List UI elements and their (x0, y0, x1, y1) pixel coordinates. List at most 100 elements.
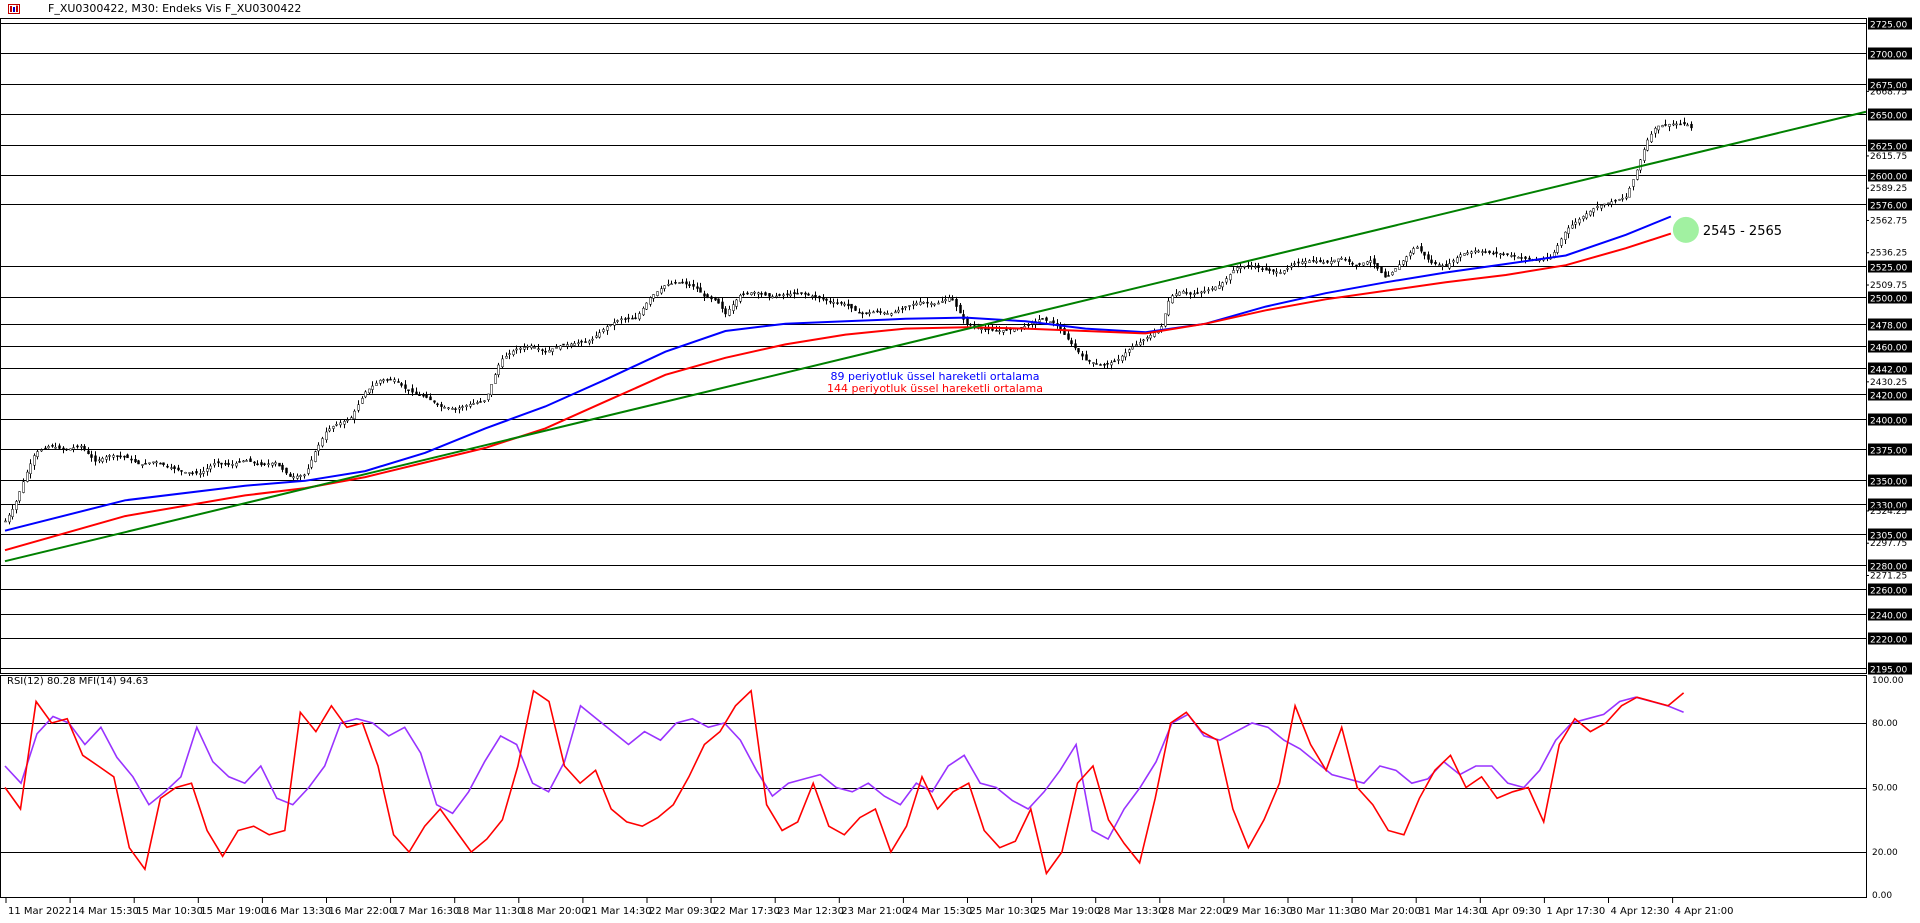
price-level-label: 2600.00 (1870, 173, 1907, 183)
candle-body (1261, 268, 1264, 270)
candle-body (242, 460, 245, 463)
candle-body (1636, 169, 1639, 180)
oscillator-tick-label: 0.00 (1872, 891, 1892, 901)
candle-body (843, 303, 846, 306)
x-axis-label: 25 Mar 19:00 (1034, 906, 1101, 917)
candle-body (588, 340, 591, 344)
x-axis-label: 15 Mar 10:30 (136, 906, 203, 917)
candle-body (83, 446, 86, 451)
candle-body (1301, 261, 1304, 264)
candle-body (1466, 252, 1469, 255)
candle-body (1427, 254, 1430, 260)
candle-body (1376, 263, 1379, 269)
candle-body (479, 401, 482, 403)
candle-body (1128, 349, 1131, 353)
x-axis-label: 15 Mar 19:00 (200, 906, 267, 917)
candle-body (1167, 300, 1170, 316)
candle-body (1322, 262, 1325, 264)
candle-body (1110, 362, 1113, 366)
price-level-label: 2350.00 (1870, 478, 1907, 488)
candle-body (822, 297, 825, 300)
candle-body (941, 301, 944, 303)
candle-body (1474, 250, 1477, 253)
candle-body (1063, 328, 1066, 335)
candle-body (1582, 216, 1585, 220)
candle-body (1315, 260, 1318, 263)
candle-body (840, 302, 843, 304)
candle-body (155, 461, 158, 464)
mfi-line (4, 689, 1685, 876)
candle-body (476, 402, 479, 404)
candle-body (422, 394, 425, 397)
price-level-label: 2460.00 (1870, 344, 1907, 354)
candle-body (1632, 179, 1635, 187)
candle-body (1668, 123, 1671, 127)
candle-body (1664, 124, 1667, 126)
candle-body (674, 281, 677, 284)
candle-body (1088, 360, 1091, 362)
candle-body (912, 304, 915, 306)
candle-body (1639, 159, 1642, 171)
candle-body (667, 284, 670, 286)
candle-body (570, 343, 573, 347)
x-axis-label: 1 Apr 17:30 (1546, 906, 1605, 917)
candle-body (1077, 348, 1080, 353)
oscillator-label: RSI(12) 80.28 MFI(14) 94.63 (7, 676, 149, 687)
candle-body (130, 458, 133, 461)
x-axis-label: 30 Mar 11:30 (1290, 906, 1357, 917)
candle-body (296, 475, 299, 479)
candle-body (447, 407, 450, 410)
candle-body (850, 303, 853, 309)
x-axis-label: 25 Mar 10:30 (970, 906, 1037, 917)
candle-body (87, 450, 90, 454)
candle-body (649, 297, 652, 305)
candle-body (620, 318, 623, 321)
candle-body (393, 379, 396, 382)
candle-body (663, 285, 666, 289)
candle-body (371, 385, 374, 390)
candle-body (944, 299, 947, 302)
candle-body (742, 293, 745, 296)
candle-body (1459, 254, 1462, 258)
candle-body (937, 302, 940, 305)
price-level-box (1868, 388, 1912, 401)
candle-body (245, 460, 248, 462)
candle-body (1499, 253, 1502, 256)
candle-body (1448, 263, 1451, 269)
candle-body (634, 317, 637, 320)
price-level-label: 2280.00 (1870, 563, 1907, 573)
candle-body (18, 491, 21, 502)
candle-body (69, 448, 72, 451)
candle-body (922, 302, 925, 304)
candle-body (339, 422, 342, 426)
candle-body (159, 462, 162, 465)
candle-body (440, 404, 443, 407)
candle-body (1614, 199, 1617, 202)
candle-body (1074, 343, 1077, 349)
candle-body (1031, 322, 1034, 325)
candle-body (36, 451, 39, 457)
candle-body (1067, 333, 1070, 340)
candle-body (177, 467, 180, 471)
candle-body (1344, 258, 1347, 261)
chart-window-icon (8, 4, 20, 14)
candle-body (1330, 260, 1333, 264)
candle-body (220, 462, 223, 465)
candle-body (627, 317, 630, 320)
candle-body (112, 455, 115, 458)
candle-body (703, 293, 706, 297)
price-level-box (1868, 443, 1912, 456)
candle-body (1441, 265, 1444, 267)
candle-body (1510, 255, 1513, 257)
price-level-box (1868, 318, 1912, 331)
candle-body (375, 382, 378, 386)
candle-body (29, 463, 32, 474)
candle-body (1578, 218, 1581, 224)
x-axis-label: 16 Mar 13:30 (264, 906, 331, 917)
candle-body (299, 475, 302, 477)
candle-body (717, 298, 720, 304)
candle-body (1103, 363, 1106, 366)
candle-body (1574, 221, 1577, 225)
candle-body (559, 345, 562, 350)
